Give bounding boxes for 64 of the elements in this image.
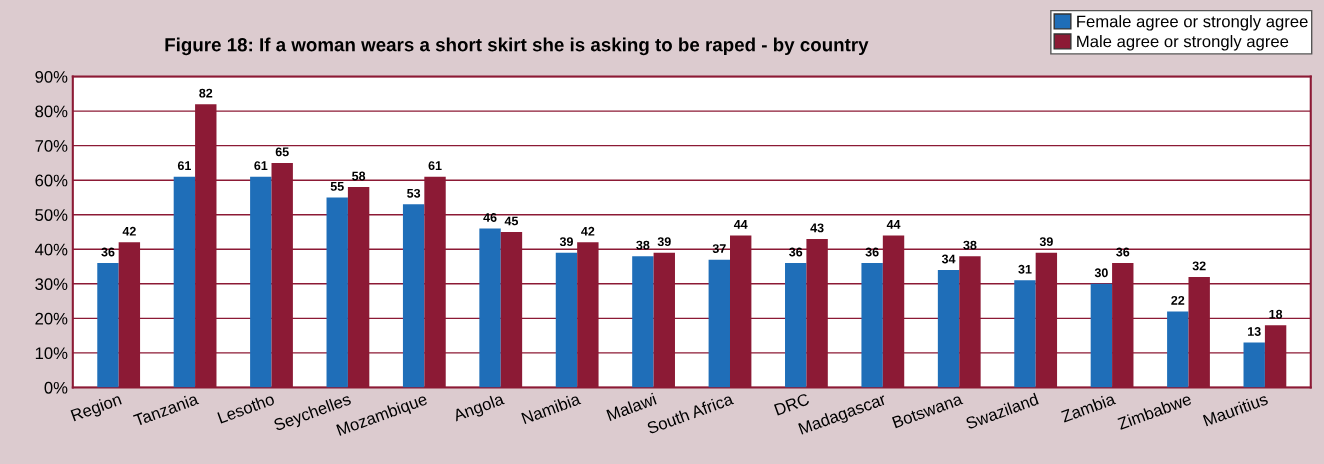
data-label: 45	[504, 216, 519, 226]
y-tick-label: 80%	[35, 105, 68, 118]
x-tick-label: Angola	[452, 392, 507, 425]
data-label: 13	[1248, 327, 1261, 336]
data-label: 61	[177, 161, 191, 171]
bar	[708, 259, 730, 388]
data-label: 18	[1269, 309, 1283, 319]
bar	[632, 256, 654, 388]
legend-label: Female agree or strongly agree	[1077, 15, 1308, 31]
data-label: 53	[407, 188, 421, 198]
bar	[479, 228, 501, 388]
bar	[785, 263, 807, 388]
y-tick-label: 20%	[35, 312, 68, 325]
y-tick-label: 0%	[44, 381, 68, 394]
data-label: 44	[733, 220, 748, 229]
data-label: 32	[1192, 261, 1206, 271]
y-tick-label: 70%	[35, 140, 68, 152]
data-label: 42	[122, 226, 136, 236]
data-label: 44	[886, 220, 901, 229]
data-label: 31	[1018, 264, 1032, 274]
bar	[402, 204, 425, 388]
data-label: 55	[330, 182, 344, 191]
data-label: 36	[101, 247, 115, 257]
y-tick-label: 90%	[35, 70, 68, 83]
data-label: 36	[789, 247, 803, 257]
bar	[326, 197, 348, 388]
bar	[1243, 342, 1265, 388]
data-label: 43	[810, 223, 824, 233]
data-label: 82	[199, 88, 213, 98]
bar	[1014, 280, 1036, 388]
data-label: 61	[428, 161, 442, 171]
x-tick-label: Region	[70, 392, 123, 425]
data-label: 30	[1094, 268, 1108, 278]
y-tick-label: 50%	[35, 209, 68, 221]
x-tick-label: Zambia	[1060, 392, 1117, 423]
y-tick-label: 30%	[35, 278, 68, 291]
data-label: 58	[352, 171, 366, 181]
bar	[555, 252, 578, 388]
bar	[937, 270, 960, 388]
bar	[1090, 283, 1113, 388]
y-tick-label: 60%	[35, 174, 68, 187]
data-label: 36	[1116, 247, 1130, 257]
data-label: 36	[865, 247, 879, 257]
data-label: 34	[941, 254, 956, 264]
y-tick-label: 40%	[34, 243, 68, 256]
bar	[861, 263, 883, 388]
legend-label: Male agree or strongly agree	[1077, 35, 1289, 51]
bar	[173, 176, 196, 388]
data-label: 61	[254, 161, 268, 171]
bar	[1167, 311, 1189, 388]
data-label: 39	[657, 237, 671, 247]
bar	[250, 176, 272, 388]
data-label: 42	[581, 226, 595, 236]
data-label: 38	[636, 240, 650, 250]
x-tick-label: Namibia	[521, 392, 582, 425]
data-label: 39	[559, 237, 573, 247]
data-label: 46	[483, 213, 497, 222]
data-label: 22	[1171, 295, 1185, 305]
data-label: 38	[963, 240, 977, 250]
data-label: 65	[275, 147, 289, 157]
chart-title: Figure 18: If a woman wears a short skirt she is asking to be raped - by country	[165, 37, 869, 56]
bar	[97, 263, 119, 388]
y-tick-label: 10%	[35, 347, 68, 360]
data-label: 39	[1039, 237, 1053, 247]
